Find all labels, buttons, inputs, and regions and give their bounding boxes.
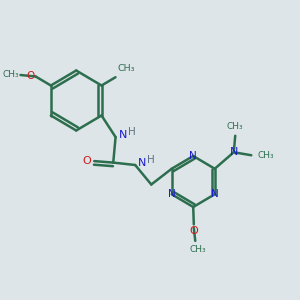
Text: H: H	[128, 127, 136, 137]
Text: N: N	[230, 147, 238, 157]
Text: CH₃: CH₃	[2, 70, 19, 80]
Text: H: H	[147, 154, 154, 165]
Text: CH₃: CH₃	[257, 151, 274, 160]
Text: N: N	[211, 189, 219, 199]
Text: O: O	[26, 70, 34, 81]
Text: O: O	[189, 226, 198, 236]
Text: N: N	[119, 130, 128, 140]
Text: N: N	[189, 151, 197, 161]
Text: O: O	[82, 156, 91, 166]
Text: CH₃: CH₃	[227, 122, 244, 131]
Text: N: N	[168, 189, 176, 199]
Text: CH₃: CH₃	[189, 245, 206, 254]
Text: N: N	[138, 158, 146, 168]
Text: CH₃: CH₃	[118, 64, 135, 73]
